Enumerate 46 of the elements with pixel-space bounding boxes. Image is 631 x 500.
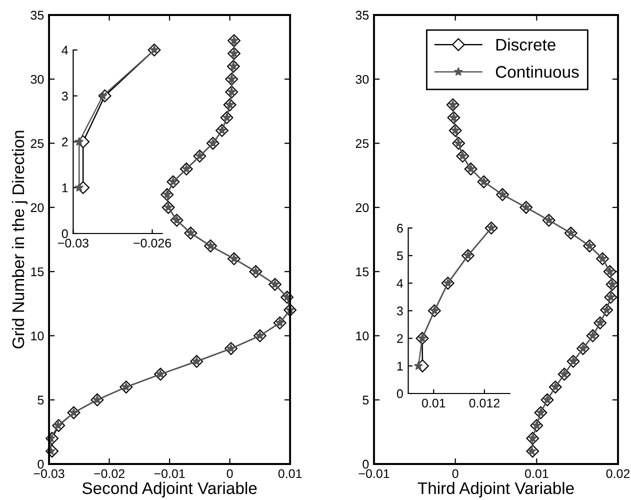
legend-label: Discrete <box>496 38 556 51</box>
y-tick-label: 3 <box>62 92 68 101</box>
y-tick-label: 35 <box>30 10 44 20</box>
y-tick-label: 1 <box>397 362 403 370</box>
x-axis-title: Third Adjoint Variable <box>418 482 574 498</box>
x-tick-label: 0.01 <box>278 469 302 478</box>
y-tick-label: 5 <box>362 396 369 405</box>
x-axis-title: Second Adjoint Variable <box>82 482 257 498</box>
x-tick-label: −0.01 <box>154 469 185 478</box>
y-tick-label: 30 <box>30 74 44 84</box>
y-tick-label: 10 <box>356 332 369 340</box>
y-tick-label: 5 <box>38 396 44 405</box>
y-tick-label: 4 <box>62 46 68 55</box>
legend-label: Continuous <box>496 66 579 78</box>
x-tick-label: 0 <box>452 469 458 478</box>
y-tick-label: 25 <box>30 139 44 148</box>
y-tick-label: 15 <box>31 268 44 276</box>
x-tick-label: 0.01 <box>422 398 446 408</box>
x-tick-label: −0.01 <box>358 469 390 478</box>
y-tick-label: 2 <box>397 334 403 343</box>
y-tick-label: 2 <box>62 138 68 146</box>
y-tick-label: 0 <box>38 460 44 469</box>
x-tick-label: −0.03 <box>34 469 64 478</box>
y-tick-label: 0 <box>362 460 369 469</box>
y-tick-label: 5 <box>396 252 403 260</box>
y-tick-label: 30 <box>356 74 369 84</box>
y-tick-label: 6 <box>397 224 403 233</box>
y-tick-label: 0 <box>62 229 68 238</box>
y-tick-label: 4 <box>396 279 404 288</box>
y-tick-label: 1 <box>62 184 68 192</box>
y-tick-label: 3 <box>396 306 403 316</box>
x-tick-label: 0.012 <box>469 398 500 408</box>
x-tick-label: 0.01 <box>524 469 548 478</box>
y-tick-label: 0 <box>396 389 403 398</box>
y-tick-label: 35 <box>356 10 369 20</box>
y-tick-label: 10 <box>31 332 44 340</box>
x-tick-label: −0.026 <box>134 238 172 248</box>
x-tick-label: −0.03 <box>58 238 88 248</box>
y-tick-label: 15 <box>356 268 369 276</box>
y-tick-label: 25 <box>356 139 369 148</box>
x-tick-label: −0.02 <box>94 469 124 478</box>
y-tick-label: 20 <box>30 203 44 212</box>
y-axis-title: Grid Number in the j Direction <box>12 130 28 348</box>
x-tick-label: 0 <box>226 469 233 478</box>
y-tick-label: 20 <box>356 203 369 212</box>
x-tick-label: 0.02 <box>606 469 630 478</box>
